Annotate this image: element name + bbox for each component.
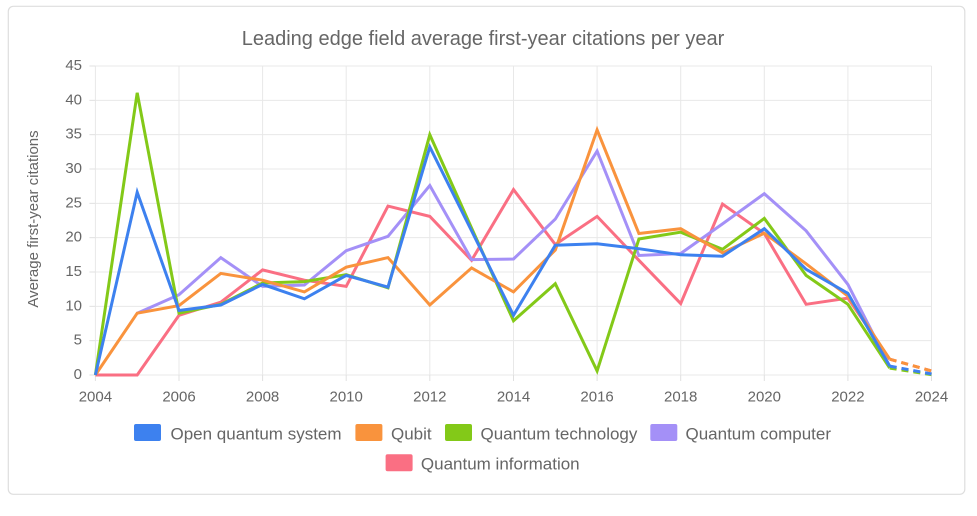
svg-text:35: 35 [65,126,82,143]
svg-text:Open quantum system: Open quantum system [171,425,342,444]
svg-text:Quantum technology: Quantum technology [481,425,638,444]
svg-text:2004: 2004 [79,389,112,406]
svg-text:Average first-year citations: Average first-year citations [25,130,42,307]
svg-text:2008: 2008 [246,389,279,406]
svg-text:2022: 2022 [831,389,864,406]
svg-text:2024: 2024 [915,389,948,406]
svg-text:25: 25 [65,194,82,211]
svg-text:30: 30 [65,160,82,177]
svg-text:Quantum information: Quantum information [421,455,580,474]
svg-text:5: 5 [74,332,82,349]
svg-text:20: 20 [65,229,82,246]
svg-text:Qubit: Qubit [391,425,432,444]
svg-text:2020: 2020 [748,389,781,406]
svg-text:2006: 2006 [162,389,195,406]
svg-text:Leading edge field average fir: Leading edge field average first-year ci… [242,28,725,50]
svg-text:10: 10 [65,297,82,314]
svg-text:0: 0 [74,366,82,383]
svg-text:Quantum computer: Quantum computer [686,425,832,444]
svg-text:45: 45 [65,57,82,74]
svg-text:2012: 2012 [413,389,446,406]
svg-text:15: 15 [65,263,82,280]
svg-text:2014: 2014 [497,389,530,406]
svg-text:40: 40 [65,91,82,108]
svg-text:2018: 2018 [664,389,697,406]
svg-text:2010: 2010 [330,389,363,406]
svg-text:2016: 2016 [580,389,613,406]
